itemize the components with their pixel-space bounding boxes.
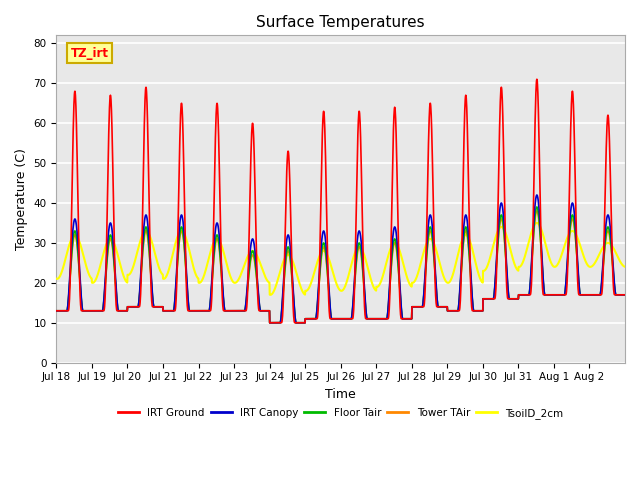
X-axis label: Time: Time — [325, 388, 356, 401]
Y-axis label: Temperature (C): Temperature (C) — [15, 148, 28, 250]
Legend: IRT Ground, IRT Canopy, Floor Tair, Tower TAir, TsoilD_2cm: IRT Ground, IRT Canopy, Floor Tair, Towe… — [114, 404, 568, 423]
Title: Surface Temperatures: Surface Temperatures — [257, 15, 425, 30]
Text: TZ_irt: TZ_irt — [70, 47, 109, 60]
